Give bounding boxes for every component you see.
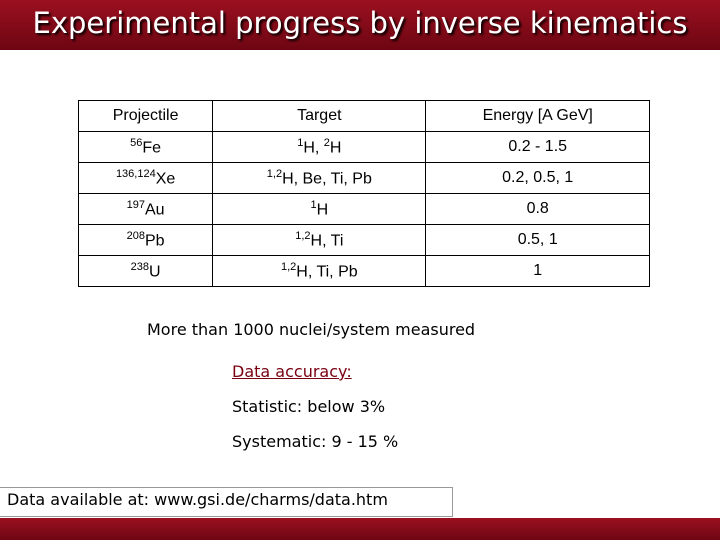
cell-text: Fe	[142, 139, 162, 157]
table-cell: 0.2, 0.5, 1	[425, 162, 650, 194]
isotope-mass: 1	[297, 136, 304, 149]
cell-text: Xe	[155, 170, 176, 188]
summary: More than 1000 nuclei/system measured	[147, 320, 476, 339]
cell-text: H	[329, 139, 342, 157]
cell-text: H, Ti, Pb	[296, 263, 358, 281]
cell-text: 1	[533, 262, 543, 279]
isotope-mass: 197	[126, 198, 145, 211]
header-cell: Energy [A GeV]	[425, 100, 650, 132]
isotope-mass: 1,2	[295, 229, 311, 242]
bottom-bar	[0, 518, 720, 540]
table-row: 238U 1,2H, Ti, Pb 1	[77, 255, 650, 287]
cell-text: 0.5, 1	[517, 231, 558, 248]
table-cell: 56Fe	[77, 131, 214, 163]
cell-text: 0.8	[526, 200, 549, 217]
header-cell: Target	[212, 100, 427, 132]
slide-title: Experimental progress by inverse kinemat…	[32, 6, 688, 40]
cell-text: U	[149, 263, 161, 281]
table-row: 136,124Xe 1,2H, Be, Ti, Pb 0.2, 0.5, 1	[77, 162, 650, 194]
header-cell: Projectile	[77, 100, 214, 132]
table-cell: 1H	[212, 193, 427, 225]
footer-box	[0, 487, 453, 517]
cell-text: H, Be, Ti, Pb	[282, 170, 372, 188]
cell-text: H, Ti	[310, 232, 344, 250]
table-cell: 1H, 2H	[212, 131, 427, 163]
isotope-mass: 136,124	[115, 167, 156, 180]
cell-text: 0.2, 0.5, 1	[502, 169, 574, 186]
table-cell: 1,2H, Ti, Pb	[212, 255, 427, 287]
table-row: 56Fe 1H, 2H 0.2 - 1.5	[77, 131, 650, 163]
accuracy-heading: Data accuracy:	[232, 362, 352, 381]
footer: Data available at: www.gsi.de/charms/dat…	[7, 490, 388, 509]
cell-text: H,	[303, 139, 324, 157]
title-bar	[0, 0, 720, 50]
isotope-mass: 238	[130, 260, 150, 273]
table-cell: 208Pb	[77, 224, 214, 256]
table-cell: 238U	[77, 255, 214, 287]
table-cell: 197Au	[77, 193, 214, 225]
data-table: Projectile Target Energy [A GeV] 56Fe 1H, 2H…	[77, 100, 650, 287]
isotope-mass: 1	[310, 198, 317, 211]
table-row: 208Pb 1,2H, Ti 0.5, 1	[77, 224, 650, 256]
table-cell: 0.8	[425, 193, 650, 225]
isotope-mass: 1,2	[280, 260, 297, 273]
table-cell: 1,2H, Be, Ti, Pb	[212, 162, 427, 194]
isotope-mass: 208	[126, 229, 145, 242]
statistic: Statistic: below 3%	[232, 397, 386, 416]
cell-text: 0.2 - 1.5	[508, 138, 568, 155]
header-row: Projectile Target Energy [A GeV]	[77, 100, 650, 132]
table-cell: 1	[425, 255, 650, 287]
isotope-mass: 56	[130, 136, 143, 149]
table-cell: 0.5, 1	[425, 224, 650, 256]
table-row: 197Au 1H 0.8	[77, 193, 650, 225]
cell-text: Au	[145, 201, 165, 219]
table-cell: 136,124Xe	[77, 162, 214, 194]
cell-text: Pb	[145, 232, 165, 250]
isotope-mass: 2	[323, 136, 330, 149]
isotope-mass: 1,2	[266, 167, 283, 180]
cell-text: H	[316, 201, 329, 219]
table-cell: 1,2H, Ti	[212, 224, 427, 256]
table-cell: 0.2 - 1.5	[425, 131, 650, 163]
systematic: Systematic: 9 - 15 %	[232, 432, 399, 451]
